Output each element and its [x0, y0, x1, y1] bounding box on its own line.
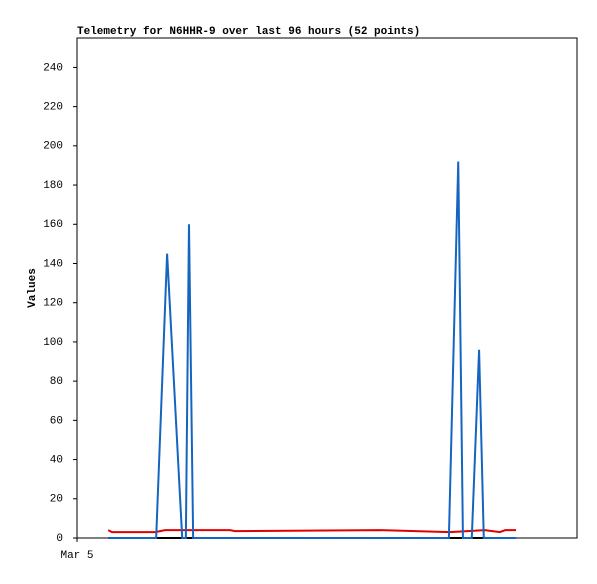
y-tick-label: 220 [43, 102, 63, 114]
y-tick-label: 180 [43, 180, 63, 192]
series-line [107, 529, 517, 534]
y-tick-label: 200 [43, 141, 63, 153]
x-tick-label: Mar 5 [60, 550, 93, 562]
chart-title: Telemetry for N6HHR-9 over last 96 hours… [77, 26, 420, 38]
series-line [108, 161, 517, 539]
y-tick-label: 140 [43, 258, 63, 270]
y-tick-label: 160 [43, 219, 63, 231]
y-tick-label: 120 [43, 298, 63, 310]
y-tick-label: 20 [50, 494, 63, 506]
plot-frame [76, 37, 578, 539]
y-tick-label: 80 [50, 376, 63, 388]
y-tick-label: 60 [50, 415, 63, 427]
y-axis-label: Values [27, 268, 39, 308]
y-tick-label: 240 [43, 62, 63, 74]
y-tick-label: 0 [56, 533, 63, 545]
y-tick-label: 100 [43, 337, 63, 349]
y-tick-label: 40 [50, 454, 63, 466]
